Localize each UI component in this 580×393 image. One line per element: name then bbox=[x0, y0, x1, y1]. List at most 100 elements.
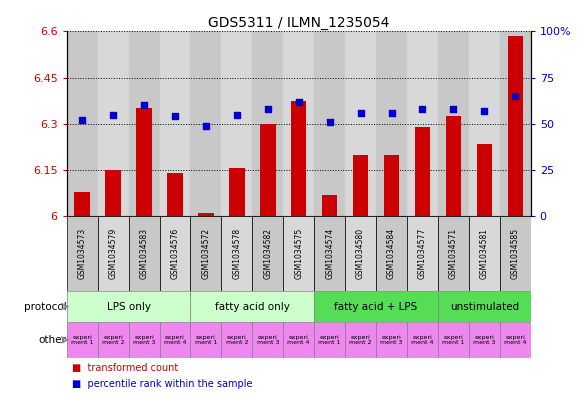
Bar bbox=[283, 216, 314, 291]
Bar bbox=[291, 101, 306, 216]
Bar bbox=[500, 322, 531, 358]
Bar bbox=[222, 322, 252, 358]
Bar bbox=[129, 322, 160, 358]
Point bbox=[449, 106, 458, 112]
Title: GDS5311 / ILMN_1235054: GDS5311 / ILMN_1235054 bbox=[208, 17, 389, 30]
Text: experi
ment 3: experi ment 3 bbox=[380, 334, 403, 345]
Text: experi
ment 1: experi ment 1 bbox=[71, 334, 93, 345]
Point bbox=[510, 93, 520, 99]
Bar bbox=[407, 322, 438, 358]
Bar bbox=[314, 216, 345, 291]
Bar bbox=[252, 216, 283, 291]
Bar bbox=[160, 31, 190, 216]
Text: GSM1034573: GSM1034573 bbox=[78, 228, 86, 279]
Text: experi
ment 2: experi ment 2 bbox=[102, 334, 124, 345]
Text: GSM1034574: GSM1034574 bbox=[325, 228, 334, 279]
Text: GSM1034580: GSM1034580 bbox=[356, 228, 365, 279]
Bar bbox=[97, 322, 129, 358]
Text: ■  percentile rank within the sample: ■ percentile rank within the sample bbox=[72, 379, 253, 389]
Bar bbox=[136, 108, 152, 216]
Point bbox=[418, 106, 427, 112]
Bar bbox=[106, 170, 121, 216]
Bar bbox=[384, 154, 399, 216]
Bar bbox=[438, 291, 531, 322]
Text: fatty acid only: fatty acid only bbox=[215, 301, 290, 312]
Text: experi
ment 2: experi ment 2 bbox=[349, 334, 372, 345]
Bar bbox=[500, 31, 531, 216]
Point bbox=[294, 99, 303, 105]
Bar bbox=[445, 116, 461, 216]
Text: GSM1034576: GSM1034576 bbox=[171, 228, 179, 279]
Bar bbox=[469, 31, 500, 216]
Text: experi
ment 1: experi ment 1 bbox=[318, 334, 341, 345]
Bar bbox=[160, 322, 190, 358]
Point bbox=[139, 102, 148, 108]
Text: GSM1034577: GSM1034577 bbox=[418, 228, 427, 279]
Text: experi
ment 3: experi ment 3 bbox=[133, 334, 155, 345]
Bar bbox=[469, 322, 500, 358]
Bar bbox=[67, 31, 97, 216]
Bar bbox=[345, 216, 376, 291]
Point bbox=[201, 123, 211, 129]
Bar bbox=[67, 322, 97, 358]
Text: experi
ment 3: experi ment 3 bbox=[256, 334, 279, 345]
Bar bbox=[67, 291, 190, 322]
Text: experi
ment 1: experi ment 1 bbox=[442, 334, 465, 345]
Bar bbox=[314, 322, 345, 358]
Point bbox=[108, 112, 118, 118]
Bar bbox=[283, 322, 314, 358]
Bar bbox=[314, 291, 438, 322]
Bar bbox=[190, 291, 314, 322]
Text: experi
ment 4: experi ment 4 bbox=[411, 334, 434, 345]
Bar bbox=[190, 216, 222, 291]
Bar bbox=[260, 124, 276, 216]
Text: experi
ment 4: experi ment 4 bbox=[288, 334, 310, 345]
Text: other: other bbox=[39, 335, 67, 345]
Bar bbox=[222, 31, 252, 216]
Bar bbox=[198, 213, 213, 216]
Point bbox=[263, 106, 273, 112]
Text: GSM1034582: GSM1034582 bbox=[263, 228, 272, 279]
Bar bbox=[222, 216, 252, 291]
Text: unstimulated: unstimulated bbox=[450, 301, 519, 312]
Bar bbox=[407, 31, 438, 216]
Point bbox=[232, 112, 241, 118]
Bar bbox=[353, 154, 368, 216]
Bar bbox=[190, 322, 222, 358]
Text: LPS only: LPS only bbox=[107, 301, 151, 312]
Bar bbox=[345, 322, 376, 358]
Text: GSM1034584: GSM1034584 bbox=[387, 228, 396, 279]
Text: experi
ment 4: experi ment 4 bbox=[164, 334, 186, 345]
Text: experi
ment 3: experi ment 3 bbox=[473, 334, 495, 345]
Bar bbox=[129, 216, 160, 291]
Text: protocol: protocol bbox=[24, 301, 67, 312]
Bar bbox=[190, 31, 222, 216]
Point bbox=[387, 110, 396, 116]
Bar bbox=[407, 216, 438, 291]
Bar bbox=[438, 322, 469, 358]
Text: GSM1034583: GSM1034583 bbox=[140, 228, 148, 279]
Point bbox=[480, 108, 489, 114]
Bar bbox=[97, 216, 129, 291]
Text: GSM1034575: GSM1034575 bbox=[294, 228, 303, 279]
Bar bbox=[97, 31, 129, 216]
Bar bbox=[438, 31, 469, 216]
Bar bbox=[438, 216, 469, 291]
Point bbox=[171, 113, 180, 119]
Bar bbox=[469, 216, 500, 291]
Bar bbox=[74, 191, 90, 216]
Bar bbox=[500, 216, 531, 291]
Bar bbox=[252, 31, 283, 216]
Text: GSM1034571: GSM1034571 bbox=[449, 228, 458, 279]
Text: fatty acid + LPS: fatty acid + LPS bbox=[335, 301, 418, 312]
Bar bbox=[283, 31, 314, 216]
Bar bbox=[345, 31, 376, 216]
Bar bbox=[376, 31, 407, 216]
Text: ■  transformed count: ■ transformed count bbox=[72, 364, 179, 373]
Point bbox=[325, 119, 334, 125]
Bar bbox=[129, 31, 160, 216]
Bar bbox=[167, 173, 183, 216]
Bar bbox=[376, 216, 407, 291]
Text: GSM1034581: GSM1034581 bbox=[480, 228, 489, 279]
Bar bbox=[415, 127, 430, 216]
